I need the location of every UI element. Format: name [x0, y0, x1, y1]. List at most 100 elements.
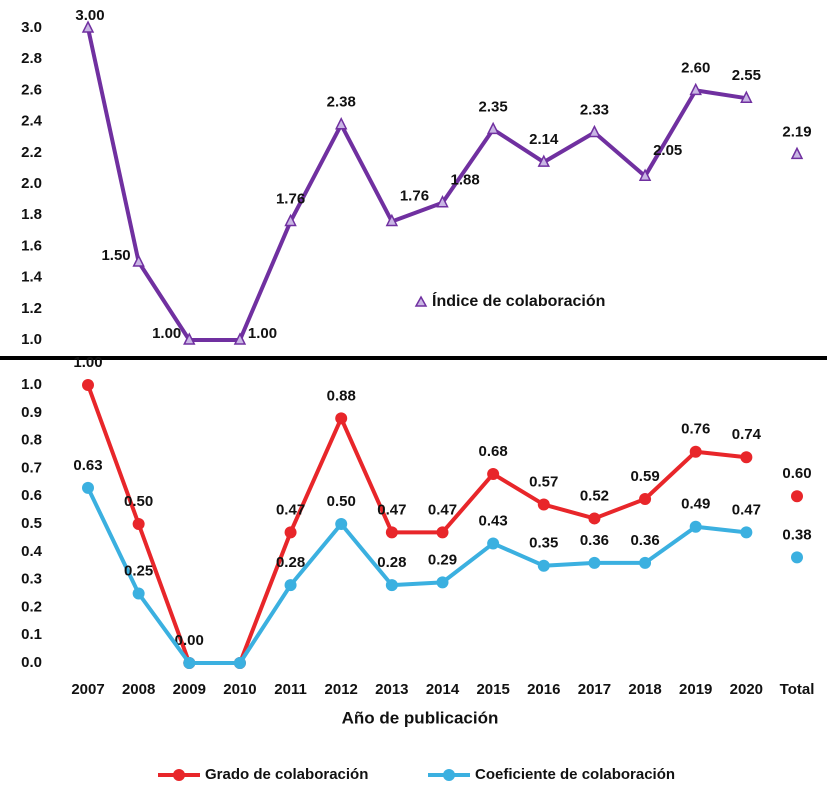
data-label: 0.50 — [124, 493, 153, 510]
data-label: 0.50 — [327, 493, 356, 510]
y-tick-label: 2.6 — [21, 81, 42, 98]
point-marker — [132, 518, 145, 530]
y-tick-label: 1.0 — [21, 376, 42, 393]
data-label: 1.76 — [400, 187, 429, 204]
x-tick-label: 2016 — [527, 681, 560, 698]
data-label: 0.35 — [529, 535, 558, 552]
point-marker — [588, 512, 601, 525]
x-tick-label: 2015 — [476, 681, 509, 698]
point-marker — [132, 587, 145, 600]
x-tick-label: 2012 — [325, 681, 358, 698]
data-label: 0.59 — [630, 468, 659, 485]
data-label: 1.76 — [276, 190, 305, 207]
point-marker — [183, 332, 196, 345]
x-tick-label: 2007 — [71, 681, 104, 698]
y-tick-label: 2.0 — [21, 175, 42, 192]
point-marker — [436, 526, 449, 539]
data-label: 0.36 — [580, 532, 609, 549]
point-marker — [335, 412, 348, 425]
point-marker — [689, 520, 702, 533]
data-label: 0.47 — [377, 501, 406, 518]
data-label: 2.05 — [653, 142, 682, 159]
point-marker — [791, 490, 803, 503]
y-tick-label: 0.2 — [21, 598, 42, 615]
point-marker — [82, 481, 94, 494]
data-label: 0.57 — [529, 474, 558, 491]
point-marker — [740, 451, 753, 464]
series-line — [86, 27, 747, 342]
legend-label: Coeficiente de colaboración — [475, 766, 675, 783]
data-label: 0.88 — [327, 387, 356, 404]
y-tick-label: 0.0 — [21, 654, 42, 671]
y-tick-label: 0.8 — [21, 432, 42, 449]
legend-marker — [173, 769, 185, 781]
x-tick-label: Total — [780, 681, 815, 698]
x-tick-label: 2014 — [426, 681, 460, 698]
y-tick-label: 0.1 — [21, 626, 42, 643]
y-tick-label: 0.5 — [21, 515, 42, 532]
point-marker — [233, 657, 246, 669]
point-marker — [385, 579, 398, 592]
data-label: 0.63 — [73, 457, 102, 474]
legend-label: Grado de colaboración — [205, 766, 368, 783]
point-marker — [132, 254, 145, 267]
point-marker — [588, 124, 601, 138]
y-tick-label: 2.2 — [21, 144, 42, 161]
series-line — [86, 486, 747, 665]
point-marker — [689, 82, 702, 96]
x-tick-label: 2008 — [122, 681, 155, 698]
data-label: 0.47 — [428, 501, 457, 518]
data-label: 0.28 — [377, 554, 406, 571]
y-tick-label: 2.8 — [21, 50, 42, 67]
legend-marker — [414, 295, 428, 307]
data-label: 0.28 — [276, 554, 305, 571]
y-tick-label: 1.6 — [21, 237, 42, 254]
x-tick-label: 2020 — [730, 681, 763, 698]
data-label: 2.19 — [782, 123, 811, 140]
point-marker — [82, 379, 94, 391]
data-label: 0.60 — [782, 465, 811, 482]
data-label: 2.33 — [580, 101, 609, 118]
legend-label: Índice de colaboración — [432, 291, 605, 310]
point-marker — [486, 121, 500, 135]
data-label: 2.35 — [479, 98, 508, 115]
point-marker — [487, 537, 500, 550]
data-label: 0.00 — [175, 632, 204, 649]
y-tick-label: 0.9 — [21, 404, 42, 421]
point-marker — [588, 556, 601, 569]
data-label: 0.25 — [124, 562, 153, 579]
x-axis-title: Año de publicación — [342, 708, 499, 727]
x-tick-label: 2019 — [679, 681, 712, 698]
x-tick-label: 2013 — [375, 681, 408, 698]
point-marker — [740, 526, 753, 539]
point-marker — [740, 90, 753, 103]
y-tick-label: 1.0 — [21, 331, 42, 348]
point-marker — [436, 576, 449, 589]
data-label: 0.38 — [782, 526, 811, 543]
data-label: 0.74 — [732, 426, 762, 443]
point-marker — [639, 556, 652, 569]
point-marker — [790, 146, 804, 160]
point-marker — [638, 168, 652, 181]
x-tick-label: 2010 — [223, 681, 256, 698]
point-marker — [689, 445, 702, 458]
point-marker — [537, 559, 550, 572]
data-label: 1.00 — [248, 325, 277, 342]
point-marker — [639, 492, 652, 505]
data-label: 2.60 — [681, 59, 710, 76]
data-label: 0.52 — [580, 487, 609, 504]
legend-marker — [443, 769, 455, 781]
y-tick-label: 0.7 — [21, 459, 42, 476]
point-marker — [335, 518, 348, 530]
data-label: 1.50 — [101, 247, 130, 264]
data-label: 0.76 — [681, 421, 710, 438]
y-tick-label: 3.0 — [21, 19, 42, 36]
point-marker — [537, 498, 550, 511]
y-tick-label: 2.4 — [21, 113, 43, 130]
point-marker — [233, 332, 247, 345]
point-marker — [284, 526, 297, 539]
series-line — [86, 384, 747, 665]
data-label: 3.00 — [75, 7, 104, 24]
y-tick-label: 0.6 — [21, 487, 42, 504]
